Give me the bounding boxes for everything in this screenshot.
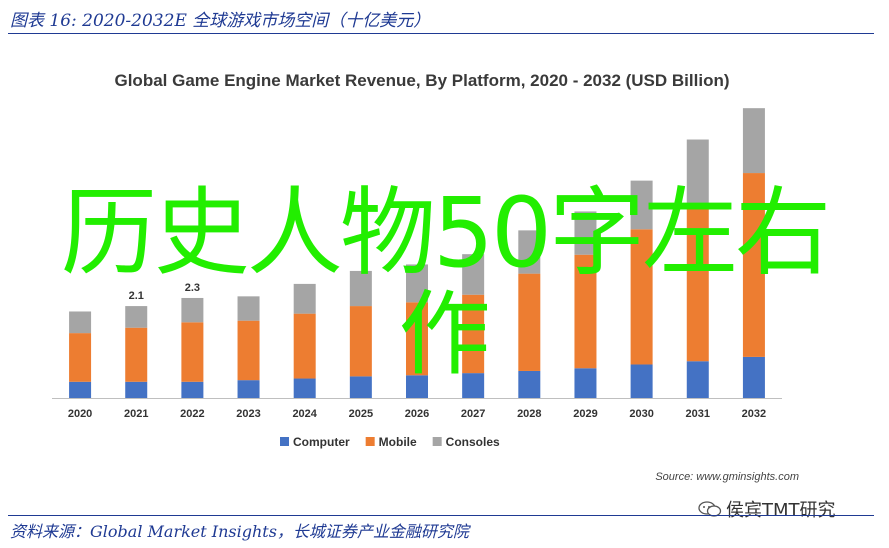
legend-swatch-mobile (365, 437, 375, 446)
bar-consoles-2028 (518, 230, 541, 274)
bar-computer-2025 (349, 376, 372, 398)
bar-consoles-2030 (630, 180, 653, 230)
bar-computer-2023 (237, 380, 260, 398)
legend: Computer Mobile Consoles (280, 435, 500, 449)
legend-label-mobile: Mobile (379, 435, 417, 449)
bar-mobile-2020 (69, 333, 92, 382)
bar-mobile-2029 (574, 254, 597, 369)
bar-mobile-2022 (181, 322, 204, 382)
bar-mobile-2025 (349, 306, 372, 377)
caption-divider (8, 33, 874, 34)
bars-group (69, 108, 765, 398)
footer-source: 资料来源：Global Market Insights，长城证券产业金融研究院 (10, 522, 469, 541)
x-tick-2028: 2028 (517, 408, 541, 420)
bar-computer-2024 (293, 378, 316, 398)
bar-mobile-2027 (462, 294, 485, 374)
x-tick-2024: 2024 (292, 408, 317, 420)
bar-mobile-2030 (630, 229, 653, 365)
bar-consoles-2020 (69, 311, 92, 334)
x-tick-2022: 2022 (180, 408, 204, 420)
x-tick-2023: 2023 (236, 408, 260, 420)
bar-computer-2020 (69, 381, 92, 398)
bar-computer-2029 (574, 368, 597, 398)
bar-mobile-2021 (125, 327, 148, 382)
watermark-text: 侯宾TMT研究 (726, 500, 836, 521)
bar-consoles-2032 (742, 108, 765, 174)
x-tick-2026: 2026 (405, 408, 429, 420)
bar-mobile-2026 (406, 302, 428, 376)
labels-group: 2020 2021 2.1 2022 2.3 2023 2024 2025 2026 2027 20… (52, 282, 782, 420)
data-label-2022: 2.3 (185, 282, 200, 294)
bar-computer-2027 (462, 373, 485, 398)
bar-computer-2022 (181, 381, 204, 398)
legend-swatch-computer (280, 437, 289, 446)
watermark: 侯宾TMT研究 (698, 496, 836, 522)
footer-divider (8, 515, 874, 516)
x-tick-2027: 2027 (461, 408, 485, 420)
bar-consoles-2026 (406, 264, 428, 303)
bar-consoles-2025 (349, 270, 372, 307)
bar-consoles-2021 (125, 306, 148, 328)
x-tick-2029: 2029 (573, 408, 597, 420)
bar-consoles-2024 (293, 283, 316, 314)
bar-mobile-2024 (293, 313, 316, 379)
legend-label-computer: Computer (293, 435, 350, 449)
data-label-2021: 2.1 (129, 290, 144, 302)
bar-computer-2030 (630, 364, 653, 398)
bar-computer-2026 (406, 375, 428, 398)
chart-source-note: Source: www.gminsights.com (655, 471, 799, 483)
x-tick-2031: 2031 (686, 408, 710, 420)
x-tick-2030: 2030 (629, 408, 653, 420)
figure-caption: 图表 16: 2020-2032E 全球游戏市场空间（十亿美元） (10, 11, 431, 31)
bar-consoles-2031 (686, 139, 709, 205)
x-tick-2032: 2032 (742, 408, 766, 420)
bar-mobile-2032 (742, 173, 765, 357)
bar-consoles-2029 (574, 211, 597, 255)
bar-computer-2031 (686, 361, 709, 398)
bar-consoles-2022 (181, 297, 204, 323)
bar-mobile-2028 (518, 273, 541, 371)
legend-label-consoles: Consoles (446, 435, 500, 449)
bar-mobile-2031 (686, 204, 709, 362)
bar-computer-2028 (518, 370, 541, 398)
x-tick-2025: 2025 (349, 408, 373, 420)
legend-swatch-consoles (432, 437, 442, 446)
stacked-bar-chart: Global Game Engine Market Revenue, By Pl… (52, 71, 799, 483)
x-tick-2021: 2021 (124, 408, 148, 420)
wechat-icon (698, 501, 722, 517)
bar-computer-2032 (742, 356, 765, 398)
bar-computer-2021 (125, 381, 148, 398)
chart-title: Global Game Engine Market Revenue, By Pl… (114, 71, 729, 90)
bar-consoles-2027 (462, 254, 485, 295)
bar-mobile-2023 (237, 320, 260, 381)
bar-consoles-2023 (237, 296, 260, 321)
x-tick-2020: 2020 (68, 408, 92, 420)
